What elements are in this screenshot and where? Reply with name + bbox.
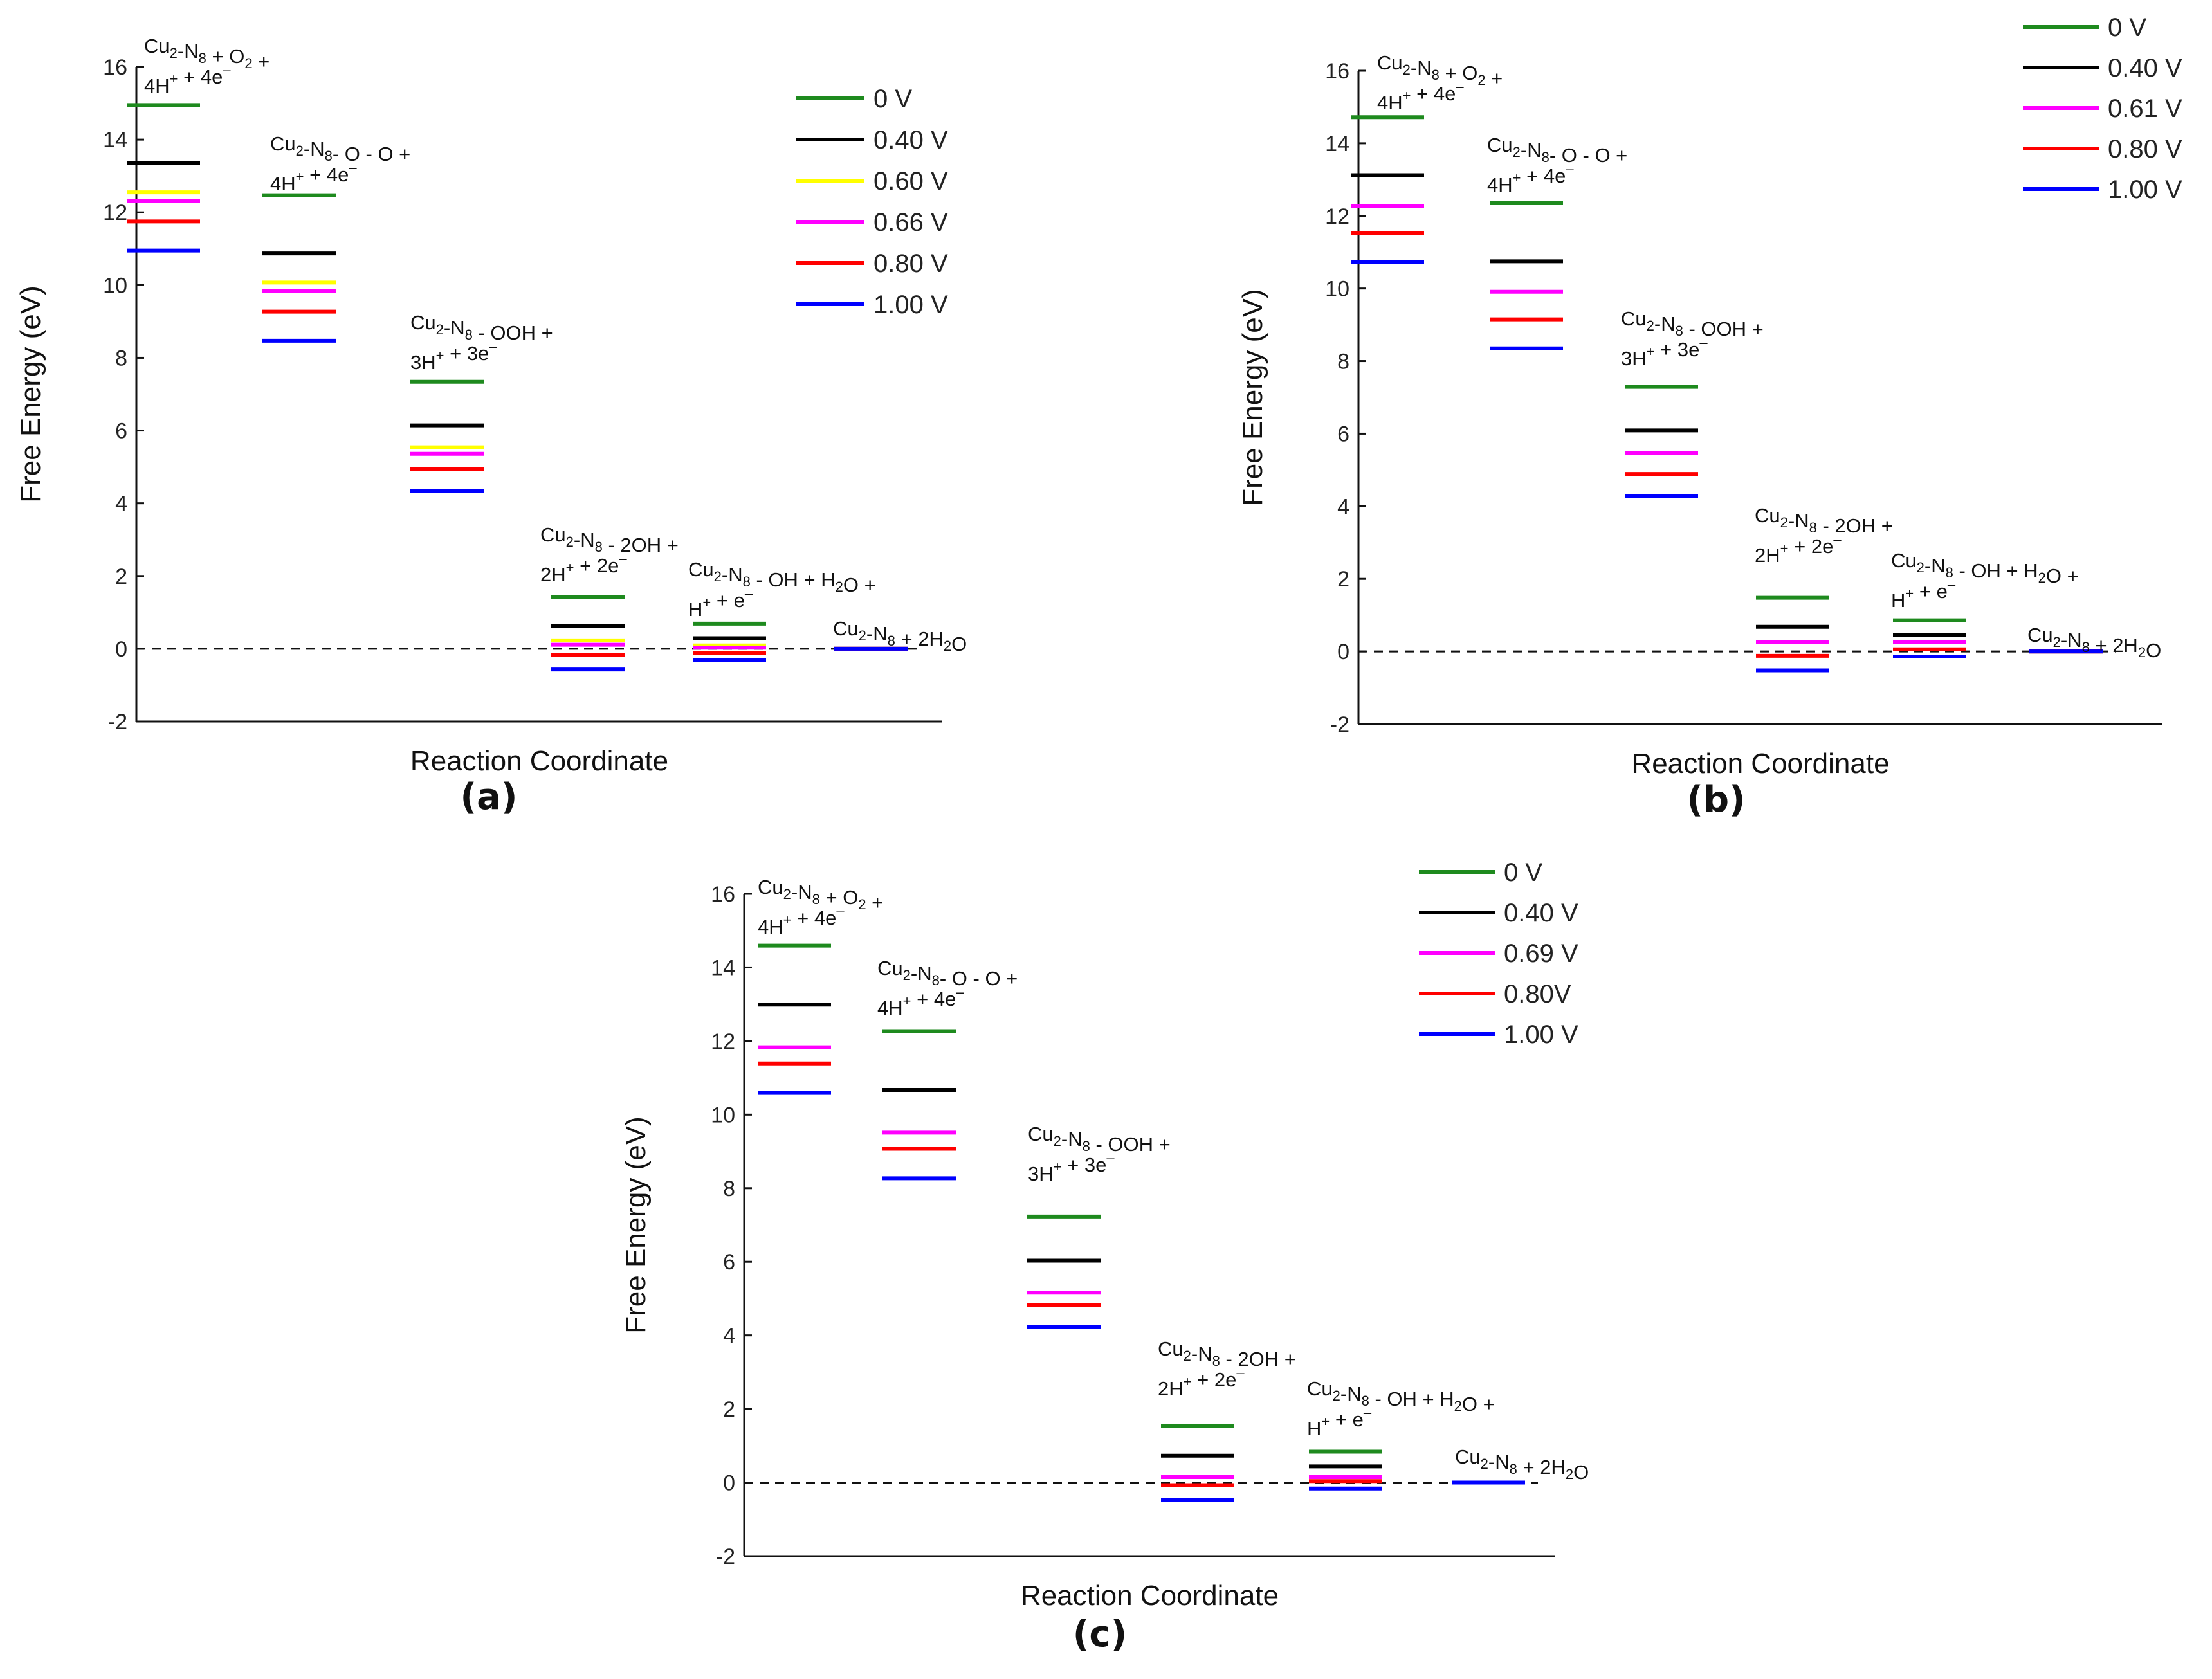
y-tick-label: 2	[1337, 567, 1349, 592]
legend-label: 0.80V	[1504, 980, 1571, 1008]
y-tick-label: 12	[1325, 204, 1349, 229]
step-label-line1: Cu2-N8- O - O +	[1487, 134, 1627, 167]
y-tick-label: 4	[1337, 495, 1349, 519]
legend-label: 0.61 V	[2108, 95, 2182, 123]
step-label-line1: Cu2-N8- O - O +	[270, 132, 410, 165]
y-tick-label: 10	[103, 273, 127, 298]
y-tick-label: 8	[1337, 350, 1349, 374]
y-tick-label: 0	[115, 637, 127, 662]
step-label-line2: H+ + e–	[1891, 576, 1956, 612]
y-tick-label: 12	[103, 201, 127, 225]
step-label-line1: Cu2-N8 - OH + H2O +	[688, 558, 876, 596]
y-tick-label: -2	[1330, 712, 1349, 737]
step-label-line1: Cu2-N8 - 2OH +	[540, 523, 679, 556]
step-label-line2: 2H+ + 2e–	[540, 550, 627, 586]
legend-label: 1.00 V	[2108, 176, 2182, 204]
panel-label: (c)	[1073, 1613, 1127, 1655]
step-label-line1: Cu2-N8 + O2 +	[1377, 51, 1503, 89]
step-label-line2: 4H+ + 4e–	[144, 62, 231, 97]
step-label-line2: H+ + e–	[1307, 1404, 1372, 1440]
step-label-line2: 4H+ + 4e–	[1487, 161, 1574, 196]
y-tick-label: 16	[103, 55, 127, 80]
y-tick-label: 4	[115, 492, 127, 516]
y-tick-label: 2	[115, 565, 127, 589]
panel-label: (a)	[461, 776, 518, 818]
x-axis-title: Reaction Coordinate	[410, 745, 668, 777]
y-tick-label: 14	[711, 956, 735, 980]
legend-label: 0 V	[1504, 858, 1542, 887]
y-tick-label: 14	[103, 128, 127, 152]
step-label-line1: Cu2-N8 + O2 +	[144, 35, 270, 73]
step-label-line2: 4H+ + 4e–	[877, 984, 964, 1019]
legend-label: 0 V	[873, 85, 912, 113]
step-label-line2: H+ + e–	[688, 585, 753, 621]
legend-label: 0.80 V	[2108, 135, 2182, 163]
y-tick-label: 0	[723, 1471, 735, 1496]
step-label-line1: Cu2-N8 + O2 +	[758, 876, 883, 914]
step-label-line1: Cu2-N8 + 2H2O	[833, 617, 967, 655]
step-label-line1: Cu2-N8 + 2H2O	[2027, 624, 2161, 662]
y-tick-label: 16	[1325, 59, 1349, 84]
y-axis-title: Free Energy (eV)	[1237, 289, 1268, 505]
y-tick-label: 6	[115, 419, 127, 444]
y-axis-title: Free Energy (eV)	[620, 1116, 652, 1333]
step-label-line2: 4H+ + 4e–	[1377, 78, 1464, 114]
y-tick-label: 14	[1325, 132, 1349, 156]
legend-label: 0.60 V	[873, 167, 948, 195]
step-label-line1: Cu2-N8 - 2OH +	[1755, 504, 1893, 537]
legend-label: 0.40 V	[873, 126, 948, 154]
legend-label: 0.40 V	[2108, 54, 2182, 82]
step-label-line1: Cu2-N8 + 2H2O	[1455, 1446, 1589, 1484]
step-label-line1: Cu2-N8 - OOH +	[410, 311, 553, 344]
x-axis-title: Reaction Coordinate	[1021, 1580, 1279, 1611]
step-label-line2: 4H+ + 4e–	[758, 903, 845, 938]
y-tick-label: 16	[711, 882, 735, 907]
step-label-line1: Cu2-N8 - OOH +	[1028, 1123, 1171, 1156]
step-label-line2: 3H+ + 3e–	[1621, 334, 1708, 370]
y-tick-label: 10	[1325, 277, 1349, 302]
y-tick-label: 12	[711, 1030, 735, 1054]
step-label-line1: Cu2-N8 - OH + H2O +	[1891, 549, 2079, 587]
legend-label: 0 V	[2108, 14, 2146, 42]
legend-label: 0.80 V	[873, 250, 948, 278]
step-label-line1: Cu2-N8 - OOH +	[1621, 307, 1764, 340]
step-label-line2: 2H+ + 2e–	[1755, 531, 1842, 567]
legend-label: 1.00 V	[873, 291, 948, 319]
y-tick-label: 8	[723, 1177, 735, 1201]
legend-label: 0.40 V	[1504, 899, 1578, 927]
y-tick-label: 2	[723, 1397, 735, 1422]
step-label-line1: Cu2-N8 - OH + H2O +	[1307, 1377, 1495, 1415]
legend-label: 1.00 V	[1504, 1021, 1578, 1049]
y-tick-label: 0	[1337, 640, 1349, 664]
x-axis-title: Reaction Coordinate	[1631, 748, 1889, 779]
y-tick-label: 6	[723, 1250, 735, 1275]
y-tick-label: -2	[716, 1545, 735, 1569]
panel-label: (b)	[1686, 779, 1745, 821]
step-label-line2: 2H+ + 2e–	[1158, 1365, 1245, 1400]
step-label-line1: Cu2-N8- O - O +	[877, 957, 1018, 990]
step-label-line2: 3H+ + 3e–	[410, 338, 497, 374]
y-tick-label: 10	[711, 1103, 735, 1127]
step-label-line1: Cu2-N8 - 2OH +	[1158, 1338, 1296, 1370]
y-tick-label: 4	[723, 1324, 735, 1348]
y-tick-label: 6	[1337, 422, 1349, 446]
legend-label: 0.66 V	[873, 208, 948, 237]
step-label-line2: 4H+ + 4e–	[270, 159, 357, 195]
step-label-line2: 3H+ + 3e–	[1028, 1150, 1115, 1185]
y-tick-label: 8	[115, 346, 127, 370]
y-axis-title: Free Energy (eV)	[15, 286, 46, 502]
y-tick-label: -2	[108, 710, 127, 734]
legend-label: 0.69 V	[1504, 939, 1578, 968]
